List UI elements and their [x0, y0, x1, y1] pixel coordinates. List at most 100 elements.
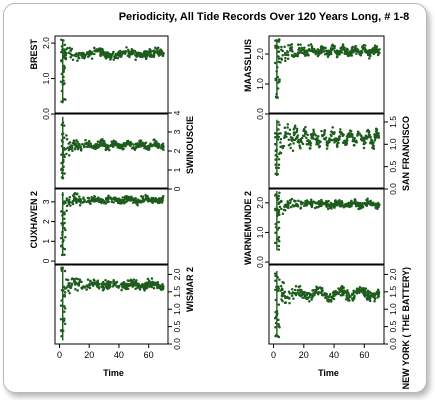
data-point: [95, 280, 99, 284]
station-label: SAN FRANCISCO: [401, 116, 411, 191]
data-point: [356, 132, 360, 135]
data-point: [92, 146, 96, 149]
data-point: [369, 140, 373, 144]
data-point: [325, 49, 328, 52]
data-point: [302, 296, 306, 299]
data-point: [340, 289, 344, 293]
data-point: [64, 148, 67, 151]
data-point: [63, 155, 66, 159]
data-point: [344, 143, 348, 146]
data-point: [297, 285, 301, 289]
data-point: [106, 51, 110, 54]
data-point: [324, 203, 328, 206]
y-tick-label: 0.0: [388, 183, 398, 195]
data-point: [83, 198, 86, 202]
data-point: [323, 52, 327, 56]
data-point: [281, 53, 284, 57]
data-point: [338, 290, 342, 294]
data-point: [145, 56, 148, 59]
data-point: [300, 47, 304, 50]
data-point: [144, 193, 147, 197]
data-point: [277, 287, 280, 290]
data-point: [73, 196, 76, 199]
data-point: [296, 203, 299, 206]
data-point: [131, 201, 135, 204]
x-tick-label: 60: [144, 350, 154, 360]
data-point: [123, 283, 127, 286]
data-point: [77, 142, 81, 146]
data-point: [277, 201, 281, 204]
data-point: [296, 51, 300, 54]
data-point: [353, 49, 357, 53]
data-point: [343, 203, 347, 206]
data-point: [153, 143, 156, 147]
data-point: [90, 144, 93, 148]
data-point: [99, 52, 102, 56]
data-point: [338, 135, 342, 138]
data-point: [304, 131, 308, 134]
data-point: [301, 293, 305, 296]
data-point: [131, 51, 134, 54]
data-point: [339, 128, 342, 131]
data-point: [62, 64, 66, 68]
data-point: [377, 203, 380, 206]
data-point: [357, 288, 361, 291]
data-point: [128, 196, 131, 200]
data-point: [375, 50, 378, 54]
data-point: [336, 142, 339, 145]
data-point: [138, 139, 141, 143]
data-point: [145, 281, 149, 285]
data-point: [354, 44, 357, 48]
data-point: [60, 153, 63, 157]
data-point: [301, 142, 305, 146]
data-point: [331, 126, 334, 129]
data-point: [277, 46, 280, 49]
station-label: WISMAR 2: [185, 267, 195, 312]
data-point: [63, 269, 67, 273]
data-point: [286, 132, 290, 135]
data-point: [114, 281, 117, 285]
data-point: [368, 54, 372, 57]
data-point: [93, 46, 96, 50]
data-point: [109, 58, 112, 61]
data-point: [78, 278, 82, 281]
data-point: [85, 200, 88, 204]
data-point: [297, 199, 300, 202]
data-point: [283, 290, 287, 294]
y-tick-label: 0.0: [172, 338, 182, 350]
data-point: [343, 291, 346, 294]
data-point: [302, 204, 306, 207]
panel-frame: [268, 263, 385, 345]
data-point: [277, 318, 280, 322]
data-point: [361, 137, 365, 140]
data-point: [155, 145, 159, 148]
data-point: [351, 139, 355, 142]
data-point: [60, 50, 63, 54]
data-point: [150, 200, 154, 204]
data-point: [308, 300, 311, 303]
data-point: [277, 325, 281, 328]
data-point: [338, 130, 342, 134]
data-point: [353, 198, 357, 202]
data-point: [358, 286, 362, 289]
data-point: [59, 304, 63, 307]
data-point: [161, 283, 164, 286]
data-point: [278, 205, 282, 209]
data-point: [106, 281, 110, 285]
data-point: [78, 197, 82, 201]
data-point: [287, 143, 291, 147]
data-point: [145, 51, 148, 55]
data-point: [130, 47, 134, 51]
data-point: [277, 285, 280, 288]
data-point: [284, 59, 287, 63]
data-point: [132, 143, 135, 146]
data-point: [311, 201, 314, 205]
data-point: [368, 295, 372, 298]
data-point: [63, 98, 66, 101]
data-point: [317, 291, 320, 294]
data-point: [147, 148, 151, 151]
data-point: [152, 50, 156, 53]
data-point: [148, 52, 152, 56]
data-point: [295, 127, 299, 131]
